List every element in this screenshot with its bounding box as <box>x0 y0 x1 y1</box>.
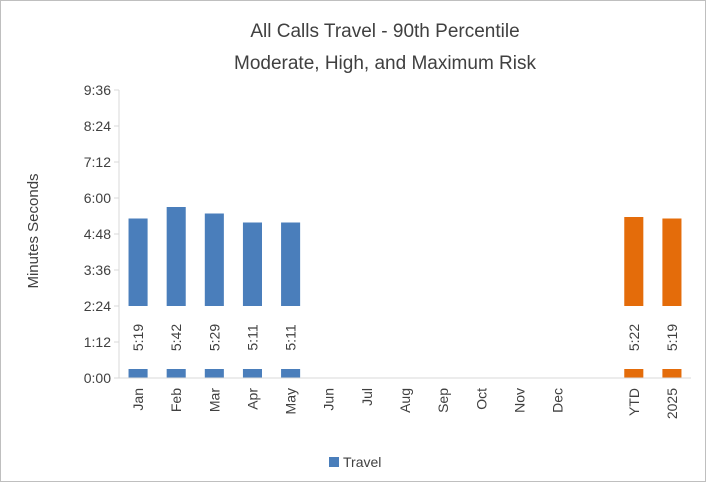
data-label: 5:19 <box>130 324 146 351</box>
data-label-background <box>241 306 264 369</box>
data-label: 5:11 <box>283 324 299 350</box>
y-tick-label: 8:24 <box>84 118 111 134</box>
data-label: 5:11 <box>244 324 260 350</box>
x-tick-label: Mar <box>206 388 222 412</box>
x-tick-label: Jul <box>359 388 375 406</box>
y-tick-label: 2:24 <box>84 298 111 314</box>
data-label-background <box>660 306 683 369</box>
y-tick-label: 0:00 <box>84 370 111 386</box>
y-tick-label: 3:36 <box>84 262 111 278</box>
data-label: 5:22 <box>626 324 642 351</box>
y-tick-label: 9:36 <box>84 82 111 98</box>
y-tick-label: 1:12 <box>84 334 111 350</box>
x-tick-label: Feb <box>168 388 184 412</box>
x-tick-label: Apr <box>244 388 260 410</box>
plot-area: 0:00 1:12 2:24 3:36 4:48 6:00 7:12 8:24 9:36 5:19… <box>84 82 691 419</box>
data-label: 5:19 <box>664 324 680 351</box>
x-tick-label: 2025 <box>664 388 680 419</box>
x-tick-label: Aug <box>397 388 413 413</box>
y-tick-label: 6:00 <box>84 190 111 206</box>
legend-swatch-travel <box>329 457 339 467</box>
y-axis-label: Minutes Seconds <box>25 173 42 288</box>
data-label-background <box>203 306 226 369</box>
data-label-background <box>127 306 150 369</box>
data-label-background <box>165 306 188 369</box>
chart-title-line-2: Moderate, High, and Maximum Risk <box>234 53 536 74</box>
x-tick-label: Nov <box>511 388 527 413</box>
x-tick-label: May <box>283 388 299 414</box>
data-label: 5:29 <box>206 324 222 351</box>
data-label: 5:42 <box>168 324 184 351</box>
data-label-background <box>279 306 302 369</box>
y-tick-label: 7:12 <box>84 154 111 170</box>
data-label-background <box>622 306 645 369</box>
x-tick-label: Oct <box>473 388 489 410</box>
x-tick-label: Dec <box>550 388 566 413</box>
x-tick-label: Jun <box>321 388 337 411</box>
x-tick-label: YTD <box>626 388 642 416</box>
y-tick-label: 4:48 <box>84 226 111 242</box>
legend-label-travel: Travel <box>343 454 381 470</box>
chart-title-line-1: All Calls Travel - 90th Percentile <box>250 21 519 42</box>
x-tick-label: Jan <box>130 388 146 411</box>
x-tick-label: Sep <box>435 388 451 413</box>
legend: Travel <box>329 454 381 470</box>
